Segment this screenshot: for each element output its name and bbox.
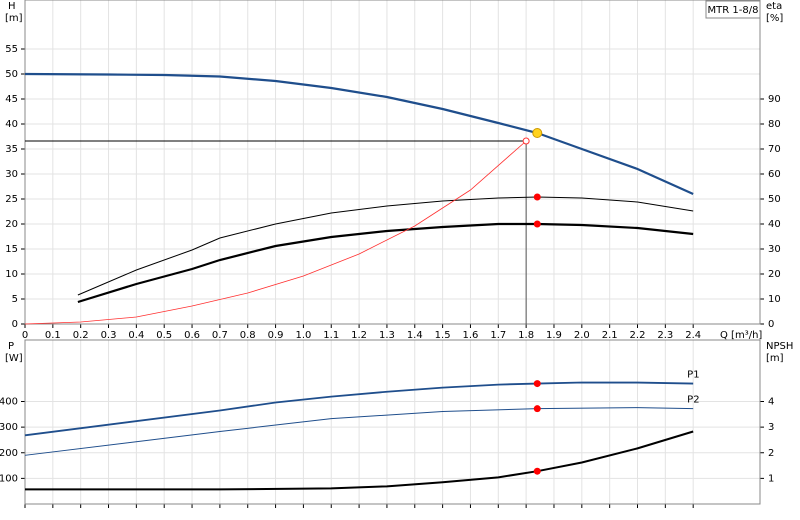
y-tick-label: 25 bbox=[5, 194, 18, 205]
x-tick-label: 1.4 bbox=[407, 330, 423, 341]
operating-point bbox=[533, 220, 541, 228]
series-label: P1 bbox=[687, 370, 699, 381]
y2-tick-label: 70 bbox=[768, 144, 781, 155]
operating-point bbox=[533, 467, 541, 475]
y-tick-label: 35 bbox=[5, 144, 18, 155]
series-line bbox=[77, 196, 694, 296]
duty-point bbox=[522, 137, 530, 145]
series-line bbox=[24, 381, 694, 437]
operating-point bbox=[533, 193, 541, 201]
series-line bbox=[25, 430, 694, 491]
x-tick-label: 1.5 bbox=[435, 330, 451, 341]
y2-tick-label: 50 bbox=[768, 194, 781, 205]
x-tick-label: 1.1 bbox=[323, 330, 339, 341]
x-tick-label: 0.5 bbox=[156, 330, 172, 341]
series-line bbox=[24, 72, 694, 196]
y-axis-label: H bbox=[8, 1, 16, 12]
operating-point bbox=[533, 405, 541, 413]
x-tick-label: 2.0 bbox=[574, 330, 590, 341]
y-tick-label: 20 bbox=[5, 219, 18, 230]
y2-tick-label: 3 bbox=[768, 422, 774, 433]
y2-tick-label: 4 bbox=[768, 397, 774, 408]
y2-tick-label: 90 bbox=[768, 94, 781, 105]
x-tick-label: 1.6 bbox=[463, 330, 479, 341]
y-tick-label: 50 bbox=[5, 69, 18, 80]
x-tick-label: 0.4 bbox=[128, 330, 144, 341]
y2-tick-label: 20 bbox=[768, 269, 781, 280]
y2-axis-label: NPSH bbox=[766, 341, 793, 352]
series-label: P2 bbox=[687, 395, 699, 406]
y-tick-label: 400 bbox=[0, 397, 18, 408]
y-tick-label: 200 bbox=[0, 448, 18, 459]
operating-point bbox=[533, 380, 541, 388]
y-tick-label: 5 bbox=[12, 294, 18, 305]
chart-title: MTR 1-8/8 bbox=[708, 5, 759, 16]
y2-axis-unit: [m] bbox=[766, 353, 784, 364]
y-tick-label: 30 bbox=[5, 169, 18, 180]
x-tick-label: 0.1 bbox=[45, 330, 61, 341]
x-tick-label: 1.8 bbox=[518, 330, 534, 341]
y-tick-label: 300 bbox=[0, 422, 18, 433]
x-tick-label: 0.3 bbox=[101, 330, 117, 341]
x-tick-label: 0.8 bbox=[240, 330, 256, 341]
series-line bbox=[24, 140, 527, 325]
y2-tick-label: 2 bbox=[768, 448, 774, 459]
plot-frame bbox=[24, 339, 761, 505]
x-tick-label: 1.2 bbox=[351, 330, 367, 341]
x-tick-label: 2.3 bbox=[657, 330, 673, 341]
y2-tick-label: 40 bbox=[768, 219, 781, 230]
x-tick-label: 1.0 bbox=[295, 330, 311, 341]
x-tick-label: 0.7 bbox=[212, 330, 228, 341]
x-tick-label: 2.1 bbox=[602, 330, 618, 341]
y-axis-unit: [m] bbox=[5, 13, 23, 24]
x-tick-label: 0.6 bbox=[184, 330, 200, 341]
y-tick-label: 15 bbox=[5, 244, 18, 255]
y-tick-label: 45 bbox=[5, 94, 18, 105]
y-tick-label: 100 bbox=[0, 473, 18, 484]
y2-tick-label: 30 bbox=[768, 244, 781, 255]
y2-axis-unit: [%] bbox=[766, 13, 783, 24]
x-tick-label: 1.3 bbox=[379, 330, 395, 341]
y-axis-label: P bbox=[8, 341, 14, 352]
y-tick-label: 0 bbox=[12, 319, 18, 330]
y2-tick-label: 10 bbox=[768, 294, 781, 305]
x-tick-label: 0 bbox=[22, 330, 28, 341]
y2-tick-label: 80 bbox=[768, 119, 781, 130]
x-axis-label: Q [m³/h] bbox=[720, 330, 762, 341]
y2-axis-label: eta bbox=[766, 1, 782, 12]
y2-tick-label: 1 bbox=[768, 473, 774, 484]
y2-tick-label: 60 bbox=[768, 169, 781, 180]
operating-point bbox=[532, 128, 543, 138]
x-tick-label: 0.2 bbox=[73, 330, 89, 341]
plot-frame bbox=[24, 0, 761, 325]
y-axis-unit: [W] bbox=[5, 353, 23, 364]
x-tick-label: 1.7 bbox=[490, 330, 506, 341]
y2-tick-label: 0 bbox=[768, 319, 774, 330]
x-tick-label: 2.4 bbox=[685, 330, 701, 341]
y-tick-label: 55 bbox=[5, 44, 18, 55]
y-tick-label: 10 bbox=[5, 269, 18, 280]
x-tick-label: 2.2 bbox=[630, 330, 646, 341]
y-tick-label: 40 bbox=[5, 119, 18, 130]
series-line bbox=[24, 407, 694, 456]
x-tick-label: 1.9 bbox=[546, 330, 562, 341]
series-line bbox=[77, 222, 694, 304]
x-tick-label: 0.9 bbox=[268, 330, 284, 341]
